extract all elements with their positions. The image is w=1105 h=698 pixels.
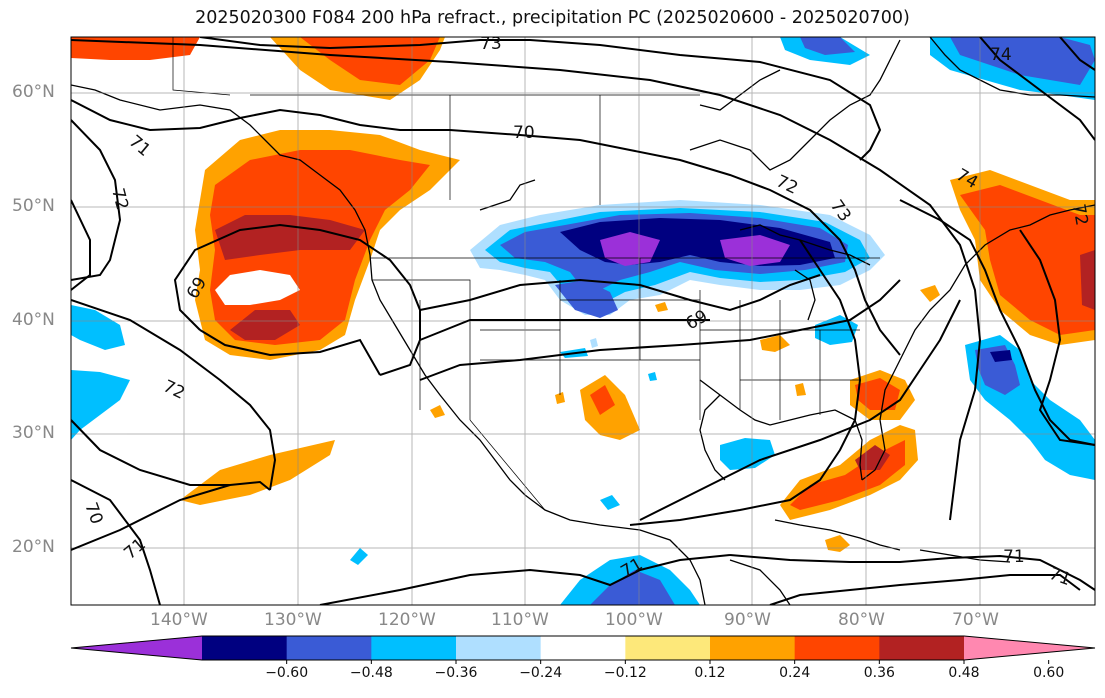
colorbar-bin xyxy=(371,636,457,660)
colorbar-tick-label: 0.48 xyxy=(948,665,980,681)
lat-tick-label: 40°N xyxy=(12,310,55,330)
lat-tick-label: 50°N xyxy=(12,196,55,216)
colorbar-tick-label: 0.12 xyxy=(694,665,726,681)
gridlines xyxy=(71,37,1095,605)
contour-label: 73 xyxy=(480,34,502,54)
colorbar-bin xyxy=(625,636,711,660)
lon-tick-label: 130°W xyxy=(264,610,322,630)
contour-label: 72 xyxy=(1068,202,1091,227)
lon-tick-label: 140°W xyxy=(150,610,208,630)
contour-label: 74 xyxy=(990,45,1012,65)
lon-tick-label: 70°W xyxy=(952,610,999,630)
colorbar-tick-label: 0.36 xyxy=(863,665,895,681)
colorbar-bin xyxy=(286,636,372,660)
colorbar-extend-max xyxy=(964,636,1095,660)
contour-label: 71 xyxy=(1003,547,1025,567)
lon-tick-label: 100°W xyxy=(605,610,663,630)
colorbar-tick-label: −0.24 xyxy=(519,665,563,681)
colorbar-tick-label: 0.24 xyxy=(779,665,811,681)
colorbar-tick-label: −0.12 xyxy=(603,665,647,681)
colorbar-tick-label: −0.48 xyxy=(349,665,393,681)
colorbar-tick-label: −0.60 xyxy=(265,665,309,681)
lon-tick-label: 90°W xyxy=(724,610,771,630)
refractivity-contours xyxy=(71,37,1095,605)
lon-tick-label: 110°W xyxy=(491,610,549,630)
colorbar-bin xyxy=(456,636,542,660)
colorbar-bin xyxy=(794,636,880,660)
map-border xyxy=(70,36,1096,606)
colorbar-outline xyxy=(70,635,1096,661)
colorbar xyxy=(70,635,1096,664)
colorbar-bin xyxy=(540,636,626,660)
colorbar-extend-min xyxy=(71,636,202,660)
lat-tick-label: 30°N xyxy=(12,423,55,443)
map-title: 2025020300 F084 200 hPa refract., precip… xyxy=(195,8,910,28)
colorbar-tick-label: −0.36 xyxy=(434,665,478,681)
colorbar-bin xyxy=(202,636,288,660)
state-borders xyxy=(172,37,880,511)
lon-tick-label: 80°W xyxy=(838,610,885,630)
colorbar-bin xyxy=(710,636,796,660)
contour-label: 70 xyxy=(513,123,535,143)
lat-tick-label: 60°N xyxy=(12,82,55,102)
lon-tick-label: 120°W xyxy=(378,610,436,630)
colorbar-tick-label: 0.60 xyxy=(1033,665,1065,681)
lat-tick-label: 20°N xyxy=(12,537,55,557)
colorbar-bin xyxy=(879,636,965,660)
precip-anomaly-positive xyxy=(71,37,1095,552)
